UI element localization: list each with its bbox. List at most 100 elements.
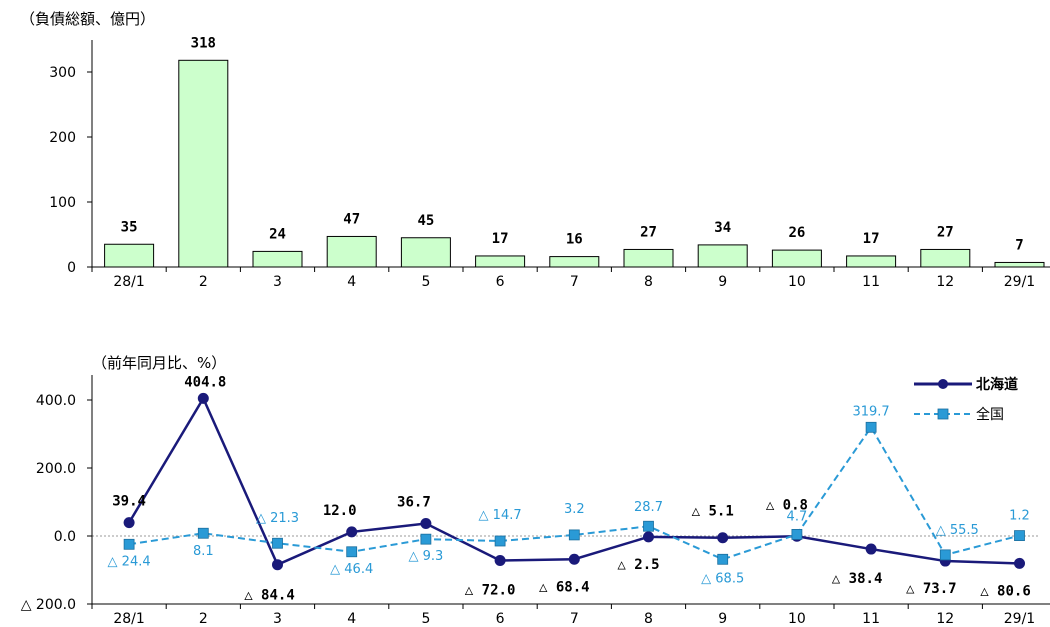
- series-point-0: [272, 559, 283, 571]
- series-point-0: [865, 543, 877, 555]
- zenkoku-value-label: △ 21.3: [256, 511, 299, 526]
- zenkoku-value-label: 3.2: [564, 502, 585, 517]
- bar-value-label: 318: [191, 35, 216, 51]
- bar-value-label: 27: [937, 224, 954, 240]
- bar-value-label: 26: [788, 225, 805, 241]
- line-x-tick-label: 28/1: [113, 611, 144, 627]
- line-y-tick-label: △ 200.0: [21, 597, 76, 613]
- series-point-0: [494, 554, 506, 566]
- bar-x-tick-label: 28/1: [113, 274, 144, 290]
- line-x-tick-label: 8: [644, 611, 653, 627]
- series-point-1: [346, 546, 358, 558]
- line-x-tick-label: 11: [862, 611, 880, 627]
- bar-value-label: 35: [121, 219, 138, 235]
- line-y-tick-label: 200.0: [36, 461, 76, 477]
- zenkoku-value-label: △ 46.4: [330, 562, 373, 577]
- bar-value-label: 27: [640, 224, 657, 240]
- legend-label-zenkoku: 全国: [976, 406, 1004, 423]
- series-point-0: [420, 518, 432, 530]
- bar-x-tick-label: 8: [644, 274, 653, 290]
- line-x-tick-label: 3: [273, 611, 282, 627]
- bar-y-tick-label: 100: [49, 195, 76, 211]
- line-series: [123, 392, 1025, 571]
- series-point-1: [717, 553, 729, 565]
- zenkoku-value-label: △ 9.3: [408, 549, 443, 564]
- series-point-0: [568, 553, 580, 565]
- legend-item-hokkaido: 北海道: [914, 376, 1018, 393]
- bar-value-label: 34: [714, 220, 731, 236]
- bar-value-label: 7: [1015, 237, 1023, 253]
- hokkaido-value-label: 36.7: [397, 495, 431, 511]
- bar-y-tick-label: 0: [67, 260, 76, 276]
- bar-value-label: 16: [566, 232, 583, 248]
- bar-y-tick-label: 200: [49, 130, 76, 146]
- line-x-tick-label: 6: [496, 611, 505, 627]
- bar-x-tick-label: 7: [570, 274, 579, 290]
- series-point-1: [1014, 530, 1025, 541]
- line-y-ticks: 400.0 200.0 0.0 △ 200.0: [21, 393, 92, 613]
- line-x-tick-label: 7: [570, 611, 579, 627]
- bar: [104, 243, 155, 268]
- line-chart-unit-label: （前年同月比、%）: [92, 354, 226, 372]
- zenkoku-value-label: △ 24.4: [108, 554, 151, 569]
- bar-value-label: 24: [269, 226, 286, 242]
- legend-label-hokkaido: 北海道: [976, 376, 1018, 393]
- bar: [994, 261, 1045, 268]
- hokkaido-value-label: △ 5.1: [692, 504, 734, 520]
- series-point-1: [865, 421, 877, 433]
- zenkoku-value-label: 319.7: [852, 404, 889, 419]
- bar: [697, 244, 748, 268]
- legend: 北海道 全国: [914, 376, 1018, 423]
- bar: [475, 255, 526, 268]
- hokkaido-value-label: 39.4: [112, 494, 146, 510]
- series-point-1: [420, 533, 432, 545]
- bar: [771, 249, 822, 268]
- bar-x-tick-label: 9: [718, 274, 727, 290]
- line-y-tick-label: 0.0: [54, 529, 76, 545]
- zenkoku-value-label: △ 55.5: [936, 523, 979, 538]
- zenkoku-value-label: △ 14.7: [479, 508, 522, 523]
- bar-x-tick-label: 5: [421, 274, 430, 290]
- zenkoku-value-label: 28.7: [634, 500, 663, 515]
- bar-chart-unit-label: （負債総額、億円）: [20, 10, 155, 28]
- bar-x-tick-label: 10: [788, 274, 806, 290]
- series-point-0: [1014, 557, 1025, 569]
- hokkaido-value-label: △ 2.5: [617, 557, 659, 573]
- bar-x-tick-label: 6: [496, 274, 505, 290]
- zenkoku-value-label: △ 68.5: [701, 571, 744, 586]
- bar-series: [104, 59, 1045, 268]
- series-point-1: [939, 549, 951, 561]
- series-point-1: [643, 520, 654, 532]
- series-point-0: [717, 532, 729, 544]
- bar: [252, 250, 303, 268]
- bar-x-tick-label: 2: [199, 274, 208, 290]
- bar-data-labels: 35 318 24 47 45 17 16 27 34 26 17 27 7: [121, 35, 1024, 253]
- series-point-1: [272, 537, 283, 549]
- line-x-tick-label: 4: [347, 611, 356, 627]
- bar-y-ticks: 0 100 200 300: [49, 65, 92, 276]
- line-x-tick-label: 12: [936, 611, 954, 627]
- bar-value-label: 45: [417, 213, 434, 229]
- bar-x-tick-label: 12: [936, 274, 954, 290]
- hokkaido-value-label: △ 0.8: [766, 497, 808, 513]
- hokkaido-value-label: △ 72.0: [465, 582, 516, 598]
- bar-x-tick-label: 4: [347, 274, 356, 290]
- hokkaido-value-label: △ 80.6: [980, 583, 1031, 599]
- legend-item-zenkoku: 全国: [914, 406, 1004, 423]
- hokkaido-value-label: 404.8: [184, 374, 226, 390]
- bar: [920, 248, 971, 268]
- bar-x-tick-label: 3: [273, 274, 282, 290]
- bar: [400, 237, 451, 268]
- hokkaido-value-label: △ 68.4: [539, 579, 590, 595]
- series-point-1: [791, 529, 803, 540]
- bar-x-ticks: 28/1 2 3 4 5 6 7 8 9 10 11 12 29/1: [91, 267, 1035, 290]
- bar-value-label: 47: [343, 211, 360, 227]
- bar: [623, 248, 674, 268]
- line-chart: （前年同月比、%） 400.0 200.0 0.0 △ 200.0 28/1 2 3 4 5 6…: [21, 354, 1050, 627]
- bar-value-label: 17: [863, 231, 880, 247]
- bar: [326, 235, 377, 268]
- line-x-tick-label: 2: [199, 611, 208, 627]
- hokkaido-value-label: △ 84.4: [244, 588, 295, 604]
